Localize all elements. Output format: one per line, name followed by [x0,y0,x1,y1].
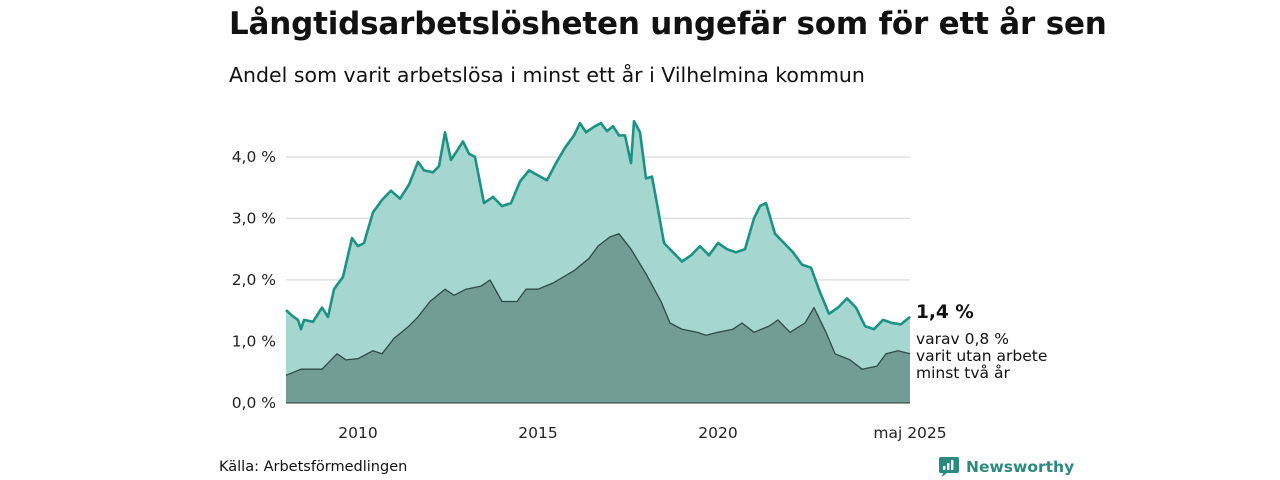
x-tick-label: 2015 [518,424,557,442]
y-tick-label: 0,0 % [232,394,276,412]
chart-subtitle: Andel som varit arbetslösa i minst ett å… [229,63,865,87]
x-tick-label: 2020 [698,424,737,442]
chart-title: Långtidsarbetslösheten ungefär som för e… [229,6,1107,42]
y-tick-label: 3,0 % [232,209,276,227]
annotation-line-1: varav 0,8 % [916,330,1009,348]
annotation-line-3: minst två år [916,364,1010,382]
y-tick-label: 2,0 % [232,271,276,289]
x-tick-label: maj 2025 [873,424,946,442]
brand-name: Newsworthy [966,458,1075,476]
series-line-lower [285,233,911,376]
y-tick-label: 1,0 % [232,332,276,350]
latest-subvalue-annotation: varav 0,8 % varit utan arbete minst två … [916,331,1047,382]
y-tick-label: 4,0 % [232,148,276,166]
brand-logo[interactable]: Newsworthy [938,456,1074,478]
annotation-line-2: varit utan arbete [916,347,1048,365]
area-layer [285,119,911,403]
series-line-upper [285,119,911,331]
x-tick-label: 2010 [338,424,377,442]
series-area-lower [286,233,910,403]
newsworthy-icon [939,457,959,477]
source-label: Källa: Arbetsförmedlingen [219,459,408,475]
latest-value-label: 1,4 % [916,302,974,323]
axis-layer: 0,0 % 1,0 % 2,0 % 3,0 % 4,0 % 2010 2015 2020 maj… [232,148,947,442]
